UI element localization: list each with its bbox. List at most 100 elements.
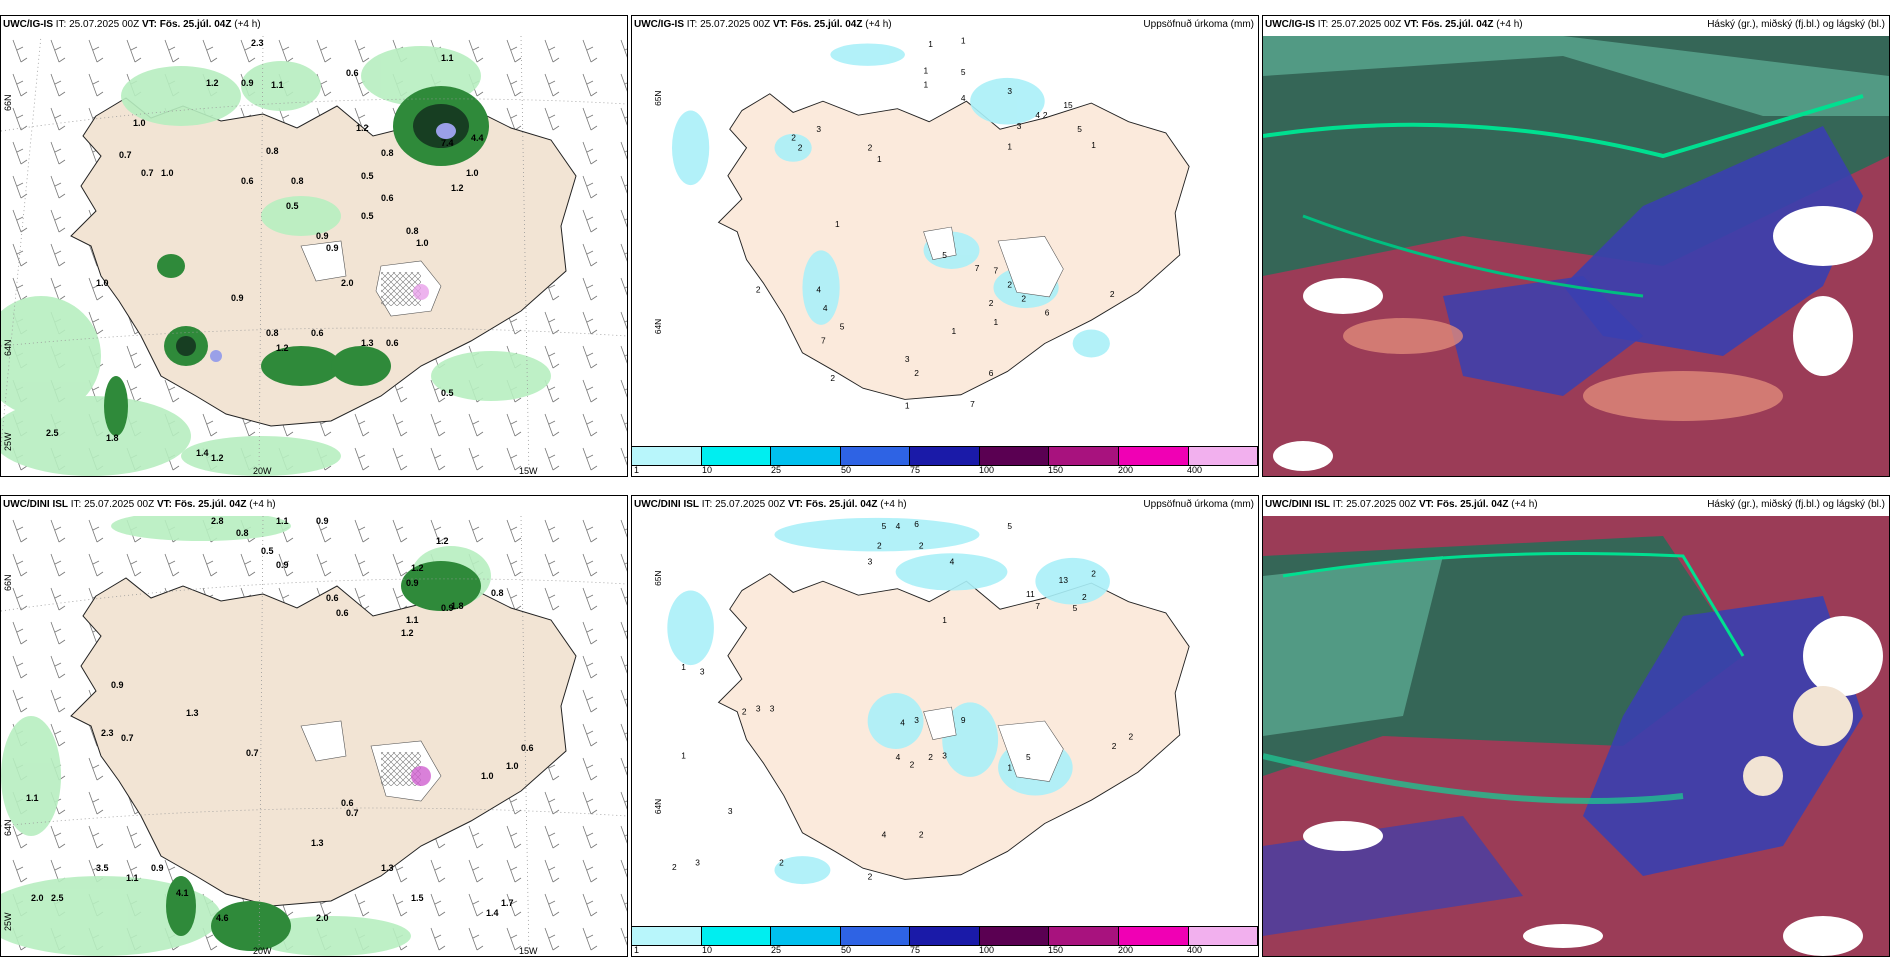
colorbar-tick: 200 [1118, 945, 1134, 955]
value-label: 4 [961, 93, 966, 103]
value-label: 4 [900, 718, 905, 728]
value-label: 0.9 [441, 603, 454, 613]
colorbar-swatch [979, 927, 1050, 945]
value-label: 2 [868, 871, 873, 881]
init-time: IT: 25.07.2025 00Z [701, 499, 786, 510]
value-label: 4 [896, 752, 901, 762]
panel-ig-is-accum-precip: UWC/IG-IS IT: 25.07.2025 00Z VT: Fös. 25… [631, 15, 1259, 477]
colorbar-tick: 75 [910, 465, 921, 475]
value-label: 0.9 [316, 231, 329, 241]
value-label: 0.9 [241, 78, 254, 88]
value-label: 4 [882, 829, 887, 839]
value-label: 2 [919, 541, 924, 551]
value-label: 0.9 [326, 243, 339, 253]
lat-label: 64N [653, 799, 663, 814]
lat-label: 65N [653, 91, 663, 106]
value-label: 0.9 [151, 863, 164, 873]
panel-field-title: Uppsöfnuð úrkoma (mm) [1143, 19, 1254, 30]
value-label: 3 [1007, 86, 1012, 96]
lon-label: 20W [253, 466, 272, 476]
value-label: 2 [910, 760, 915, 770]
colorbar-swatch [771, 447, 841, 465]
init-time: IT: 25.07.2025 00Z [686, 19, 771, 30]
colorbar-tick: 100 [979, 945, 995, 955]
vt-label: VT: [772, 19, 788, 30]
value-label: 15 [1063, 100, 1073, 110]
lon-label: 25W [3, 432, 13, 451]
model-name: UWC/IG-IS [3, 19, 53, 30]
value-label: 9 [961, 715, 966, 725]
map-ig-is-clouds [1263, 36, 1889, 476]
value-label: 3 [914, 715, 919, 725]
colorbar-swatch [632, 927, 702, 945]
colorbar-tick: 400 [1187, 945, 1203, 955]
lat-label: 66N [3, 574, 13, 591]
colorbar-swatch [1188, 447, 1258, 465]
value-label: 2 [1129, 732, 1134, 742]
value-label: 1.3 [311, 838, 324, 848]
value-label: 7 [970, 399, 975, 409]
panel-title: UWC/DINI ISL IT: 25.07.2025 00Z VT: Fös.… [634, 499, 907, 510]
colorbar-tick: 1 [634, 945, 640, 955]
colorbar-tick: 50 [841, 465, 852, 475]
value-label: 1 [905, 401, 910, 411]
value-label: 1.3 [361, 338, 374, 348]
value-label: 1.0 [466, 168, 479, 178]
value-label: 0.9 [231, 293, 244, 303]
value-label: 2 [830, 373, 835, 383]
lead-time: (+4 h) [865, 19, 892, 30]
value-label: 2 [672, 862, 677, 872]
value-label: 0.8 [266, 146, 279, 156]
panel-dini-clouds: UWC/DINI ISL IT: 25.07.2025 00Z VT: Fös.… [1262, 495, 1890, 957]
colorbar-tick: 75 [910, 945, 921, 955]
value-label: 3 [695, 857, 700, 867]
value-label: 6 [989, 368, 994, 378]
colorbar-tick: 100 [979, 465, 995, 475]
panel-ig-is-precip-wind: UWC/IG-IS IT: 25.07.2025 00Z VT: Fös. 25… [0, 15, 628, 477]
value-label: 0.7 [141, 168, 154, 178]
value-label: 0.5 [286, 201, 299, 211]
value-label: 1.1 [271, 80, 284, 90]
panel-title: UWC/IG-IS IT: 25.07.2025 00Z VT: Fös. 25… [634, 19, 892, 30]
panel-field-title: Háský (gr.), miðský (fj.bl.) og lágský (… [1707, 19, 1885, 30]
value-label: 1 [681, 750, 686, 760]
value-label: 1.4 [196, 448, 209, 458]
lead-time: (+4 h) [234, 19, 261, 30]
value-label: 1 [1007, 142, 1012, 152]
valid-time: Fös. 25.júl. 04Z [1436, 499, 1509, 510]
value-label: 2 [756, 284, 761, 294]
value-label: 3 [756, 704, 761, 714]
vt-label: VT: [787, 499, 803, 510]
panel-ig-is-clouds: UWC/IG-IS IT: 25.07.2025 00Z VT: Fös. 25… [1262, 15, 1890, 477]
value-label: 1.1 [126, 873, 139, 883]
value-label: 1.3 [186, 708, 199, 718]
value-label: 2.0 [31, 893, 44, 903]
value-label: 7.4 [441, 138, 454, 148]
colorbar-tick: 400 [1187, 465, 1203, 475]
colorbar-swatch [1118, 447, 1189, 465]
value-label: 0.7 [346, 808, 359, 818]
colorbar-tick: 1 [634, 465, 640, 475]
value-label: 0.9 [316, 516, 329, 526]
value-label: 1.2 [206, 78, 219, 88]
value-label: 2.5 [51, 893, 64, 903]
value-label: 4 [823, 303, 828, 313]
value-label: 4.1 [176, 888, 189, 898]
value-label: 4 [1035, 110, 1040, 120]
vt-label: VT: [1403, 19, 1419, 30]
value-label: 0.7 [119, 150, 132, 160]
value-label: 1.2 [451, 183, 464, 193]
value-label: 1 [952, 326, 957, 336]
value-label: 2 [928, 752, 933, 762]
colorbar-tick: 200 [1118, 465, 1134, 475]
value-label: 0.9 [406, 578, 419, 588]
lon-label: 25W [3, 912, 13, 931]
value-label: 4 [950, 556, 955, 566]
value-label: 1.4 [486, 908, 499, 918]
valid-time: Fös. 25.júl. 04Z [805, 499, 878, 510]
value-label: 0.6 [381, 193, 394, 203]
colorbar-swatch [1188, 927, 1258, 945]
value-label: 2 [742, 706, 747, 716]
value-label: 5 [882, 521, 887, 531]
value-label: 5 [942, 250, 947, 260]
